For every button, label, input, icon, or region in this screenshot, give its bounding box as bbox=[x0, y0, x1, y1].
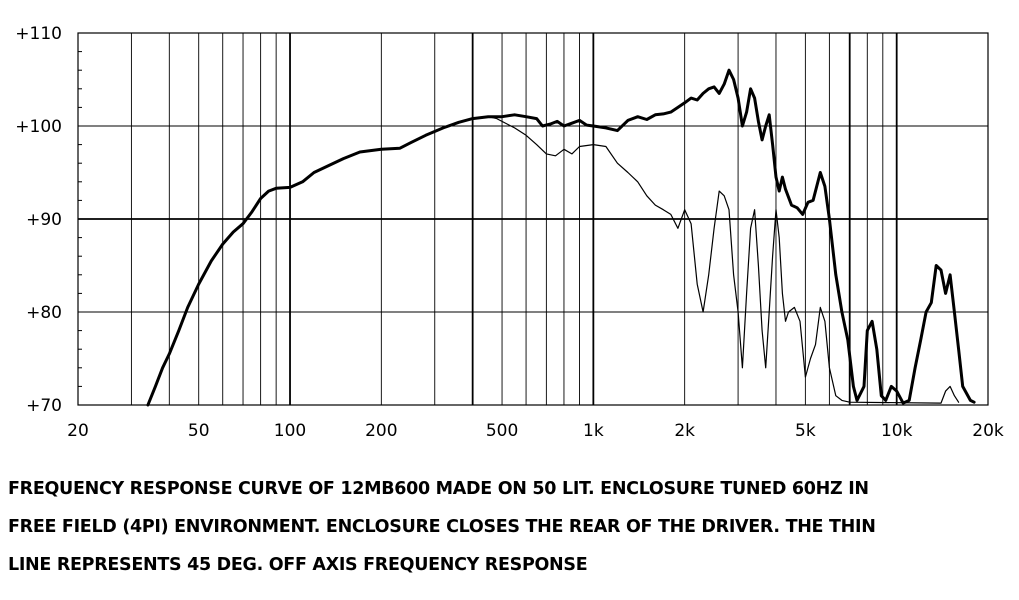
off-axis-response-line bbox=[487, 116, 960, 404]
chart-caption: FREQUENCY RESPONSE CURVE OF 12MB600 MADE… bbox=[8, 470, 1008, 584]
x-tick-label: 20 bbox=[67, 421, 89, 441]
caption-line-2: FREE FIELD (4PI) ENVIRONMENT. ENCLOSURE … bbox=[8, 517, 876, 537]
x-tick-label: 50 bbox=[188, 421, 210, 441]
chart-grid bbox=[77, 32, 989, 406]
y-tick-label: +90 bbox=[26, 210, 62, 230]
x-tick-label: 200 bbox=[365, 421, 397, 441]
x-tick-label: 100 bbox=[274, 421, 306, 441]
y-tick-label: +80 bbox=[26, 303, 62, 323]
y-tick-label: +110 bbox=[15, 24, 62, 44]
x-tick-label: 20k bbox=[972, 421, 1004, 441]
x-tick-label: 1k bbox=[583, 421, 604, 441]
frequency-response-chart: +70 +80 +90 +100 +110 20 50 100 200 500 1k 2k 5k 10k… bbox=[15, 24, 1004, 441]
chart-series bbox=[146, 68, 976, 407]
caption-line-1: FREQUENCY RESPONSE CURVE OF 12MB600 MADE… bbox=[8, 479, 869, 499]
y-tick-label: +70 bbox=[26, 396, 62, 416]
on-axis-response-line bbox=[146, 68, 976, 407]
x-tick-label: 5k bbox=[795, 421, 816, 441]
x-tick-label: 2k bbox=[674, 421, 695, 441]
x-tick-labels: 20 50 100 200 500 1k 2k 5k 10k 20k bbox=[67, 421, 1004, 441]
x-tick-label: 500 bbox=[486, 421, 518, 441]
y-tick-labels: +70 +80 +90 +100 +110 bbox=[15, 24, 62, 416]
plot-border bbox=[77, 32, 989, 406]
caption-line-3: LINE REPRESENTS 45 DEG. OFF AXIS FREQUEN… bbox=[8, 555, 588, 575]
chart-frame bbox=[77, 32, 989, 406]
y-tick-label: +100 bbox=[15, 117, 62, 137]
x-tick-label: 10k bbox=[881, 421, 913, 441]
